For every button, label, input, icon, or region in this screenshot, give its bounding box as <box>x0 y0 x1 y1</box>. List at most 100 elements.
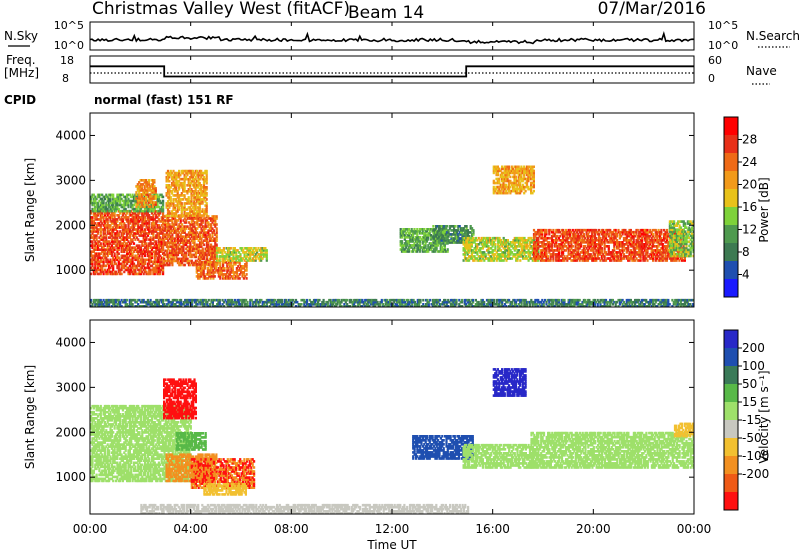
heatmap-cell <box>139 272 142 276</box>
heatmap-cell <box>94 266 97 270</box>
heatmap-cell <box>98 218 101 221</box>
heatmap-cell <box>442 250 445 253</box>
heatmap-cell <box>171 202 174 205</box>
heatmap-cell <box>400 240 404 243</box>
heatmap-cell <box>109 242 112 245</box>
heatmap-cell <box>470 236 473 240</box>
heatmap-cell <box>94 270 97 274</box>
heatmap-cell <box>227 269 230 272</box>
heatmap-cell <box>130 218 133 221</box>
heatmap-cell <box>127 226 130 229</box>
heatmap-cell <box>198 204 201 207</box>
heatmap-cell <box>126 246 129 249</box>
heatmap-cell <box>196 196 199 199</box>
heatmap-cell <box>113 234 116 237</box>
heatmap-cell <box>453 227 456 230</box>
heatmap-cell <box>126 216 129 219</box>
heatmap-cell <box>193 210 196 213</box>
heatmap-cell <box>237 269 240 272</box>
heatmap-cell <box>591 234 594 238</box>
heatmap-cell <box>137 220 140 223</box>
heatmap-cell <box>223 277 226 280</box>
heatmap-cell <box>175 243 178 247</box>
heatmap-cell <box>586 239 590 242</box>
heatmap-cell <box>153 179 156 182</box>
heatmap-cell <box>175 173 178 177</box>
heatmap-cell <box>552 255 555 258</box>
heatmap-cell <box>96 260 100 264</box>
heatmap-cell <box>465 247 468 250</box>
heatmap-cell <box>205 239 209 242</box>
heatmap-cell <box>520 169 523 173</box>
heatmap-cell <box>420 246 423 249</box>
heatmap-cell <box>183 237 186 240</box>
heatmap-cell <box>176 257 179 261</box>
heatmap-cell <box>189 175 192 179</box>
heatmap-cell <box>495 173 498 177</box>
heatmap-cell <box>527 171 530 175</box>
heatmap-cell <box>148 216 151 219</box>
heatmap-cell <box>185 257 188 261</box>
heatmap-cell <box>535 243 538 246</box>
heatmap-cell <box>222 275 225 278</box>
heatmap-cell <box>505 241 508 244</box>
heatmap-cell <box>582 253 585 256</box>
heatmap-cell <box>446 250 449 253</box>
heatmap-cell <box>92 220 95 223</box>
heatmap-cell <box>530 169 533 173</box>
heatmap-cell <box>244 251 248 254</box>
nsearch-tick-low: 10^0 <box>708 39 738 52</box>
heatmap-cell <box>146 250 149 253</box>
heatmap-cell <box>185 243 188 247</box>
heatmap-cell <box>196 227 199 230</box>
heatmap-cell <box>506 191 509 195</box>
heatmap-cell <box>556 259 559 262</box>
heatmap-cell <box>112 240 115 243</box>
heatmap-cell <box>539 255 543 258</box>
heatmap-cell <box>114 226 118 229</box>
heatmap-cell <box>146 183 149 186</box>
heatmap-cell <box>145 189 148 192</box>
heatmap-cell <box>538 230 541 234</box>
heatmap-cell <box>575 243 578 246</box>
heatmap-cell <box>533 239 536 242</box>
heatmap-cell <box>592 243 595 246</box>
heatmap-cell <box>481 251 484 254</box>
heatmap-cell <box>179 237 182 240</box>
heatmap-cell <box>160 232 163 235</box>
heatmap-cell <box>172 223 175 226</box>
heatmap-cell <box>513 189 516 193</box>
heatmap-cell <box>140 189 143 192</box>
heatmap-cell <box>196 186 199 189</box>
heatmap-cell <box>570 243 573 246</box>
heatmap-cell <box>171 241 174 244</box>
heatmap-cell <box>560 245 563 248</box>
heatmap-cell <box>136 189 139 192</box>
heatmap-cell <box>194 190 197 193</box>
heatmap-cell <box>237 261 240 264</box>
heatmap-cell <box>159 220 162 223</box>
heatmap-cell <box>473 239 476 242</box>
heatmap-cell <box>153 185 156 188</box>
heatmap-cell <box>187 184 190 187</box>
heatmap-cell <box>513 253 516 256</box>
heatmap-cell <box>465 235 468 238</box>
heatmap-cell <box>577 249 580 252</box>
heatmap-cell <box>137 258 140 262</box>
heatmap-cell <box>205 186 208 189</box>
heatmap-cell <box>520 243 523 246</box>
heatmap-cell <box>150 222 154 225</box>
heatmap-cell <box>110 201 113 205</box>
heatmap-cell <box>151 187 155 190</box>
heatmap-cell <box>95 228 98 231</box>
heatmap-cell <box>183 190 186 193</box>
heatmap-cell <box>138 244 141 247</box>
heatmap-cell <box>435 241 438 244</box>
heatmap-cell <box>537 247 540 250</box>
heatmap-cell <box>193 214 196 217</box>
heatmap-cell <box>181 235 184 238</box>
heatmap-cell <box>105 236 108 239</box>
heatmap-cell <box>534 251 537 254</box>
heatmap-cell <box>128 212 131 215</box>
heatmap-cell <box>479 251 482 254</box>
